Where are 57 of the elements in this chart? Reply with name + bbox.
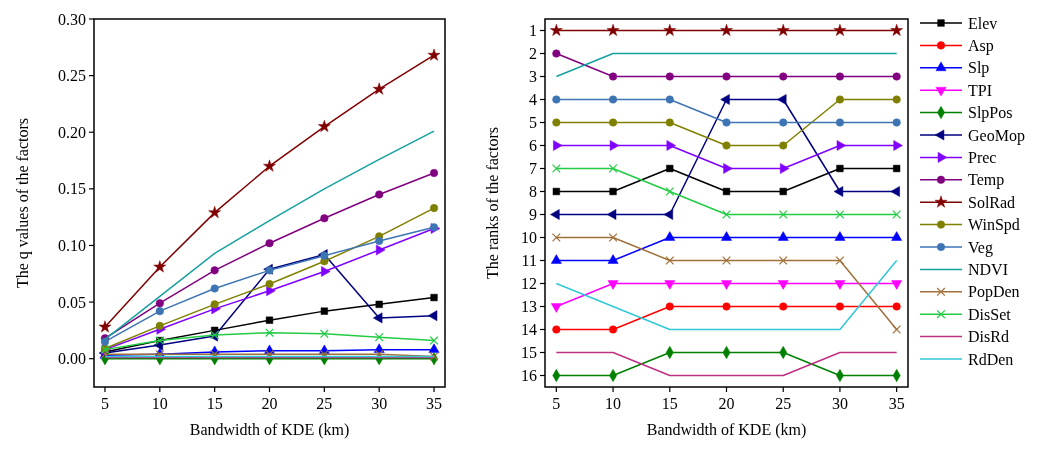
- y-tick-label: 5: [529, 114, 537, 132]
- x-axis-title: Bandwidth of KDE (km): [189, 421, 350, 439]
- y-tick-label: 3: [529, 68, 537, 86]
- x-axis-title: Bandwidth of KDE (km): [646, 421, 807, 439]
- legend-label: Veg: [968, 238, 993, 257]
- legend-label: SolRad: [968, 193, 1016, 211]
- y-tick-label: 13: [521, 298, 537, 316]
- legend-label: NDVI: [968, 261, 1008, 278]
- legend-label: Slp: [968, 59, 990, 78]
- x-tick-label: 20: [261, 395, 278, 412]
- y-tick-label: 2: [529, 45, 537, 63]
- y-tick-label: 1: [529, 22, 537, 40]
- y-tick-label: 11: [521, 252, 537, 270]
- x-tick-label: 10: [151, 395, 168, 412]
- y-tick-label: 0.30: [58, 10, 86, 28]
- y-tick-label: 14: [521, 321, 537, 339]
- legend-label: Asp: [968, 37, 994, 55]
- legend-label: Elev: [968, 14, 998, 32]
- legend-label: SlpPos: [968, 104, 1013, 123]
- legend-label: GeoMop: [968, 126, 1025, 145]
- legend-label: DisRd: [968, 328, 1009, 346]
- y-tick-label: 4: [529, 91, 537, 109]
- y-tick-label: 10: [521, 229, 537, 247]
- x-tick-label: 35: [426, 395, 443, 412]
- x-tick-label: 30: [371, 395, 388, 412]
- x-tick-label: 25: [316, 395, 333, 412]
- y-tick-label: 0.25: [58, 67, 86, 85]
- y-tick-label: 0.15: [58, 180, 86, 198]
- legend-label: Prec: [968, 149, 997, 166]
- x-tick-label: 5: [100, 395, 109, 412]
- y-tick-label: 6: [529, 137, 537, 155]
- y-tick-label: 9: [529, 206, 537, 224]
- y-tick-label: 0.00: [58, 350, 86, 368]
- legend-label: Temp: [968, 171, 1005, 190]
- y-tick-label: 16: [521, 367, 537, 385]
- legend-label: WinSpd: [968, 216, 1020, 235]
- legend-label: TPI: [968, 81, 992, 99]
- y-tick-label: 7: [529, 160, 537, 178]
- x-tick-label: 5: [552, 395, 561, 412]
- x-tick-label: 10: [605, 395, 622, 412]
- legend-label: DisSet: [968, 305, 1012, 323]
- y-tick-label: 0.10: [58, 237, 86, 255]
- x-tick-label: 30: [831, 395, 848, 412]
- y-axis-title: The ranks of the factors: [484, 127, 501, 279]
- x-tick-label: 20: [718, 395, 735, 412]
- x-tick-label: 15: [206, 395, 223, 412]
- x-tick-label: 35: [888, 395, 905, 412]
- y-axis-title: The q values of the factors: [14, 117, 32, 289]
- y-tick-label: 0.05: [58, 293, 86, 311]
- y-tick-label: 12: [521, 275, 537, 293]
- legend-label: PopDen: [968, 283, 1020, 302]
- y-tick-label: 8: [529, 183, 537, 201]
- y-tick-label: 15: [521, 344, 537, 362]
- y-tick-label: 0.20: [58, 123, 86, 141]
- legend-label: RdDen: [968, 350, 1014, 368]
- x-tick-label: 25: [775, 395, 792, 412]
- x-tick-label: 15: [661, 395, 678, 412]
